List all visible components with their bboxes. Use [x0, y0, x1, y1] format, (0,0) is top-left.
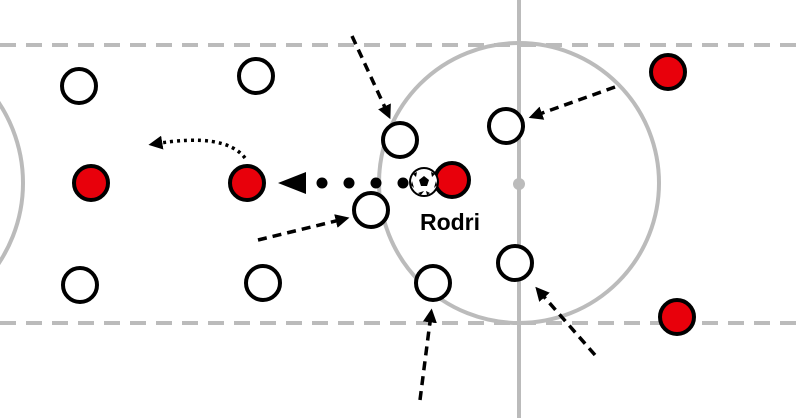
pass-dot [370, 177, 382, 189]
box-arc [0, 101, 25, 265]
player [237, 57, 275, 95]
movement-arrows [148, 35, 616, 401]
white-players [60, 57, 534, 304]
player [72, 164, 110, 202]
player [60, 67, 98, 105]
player [487, 107, 525, 145]
pass-arrowhead [278, 172, 306, 194]
ball [409, 167, 439, 197]
run-arrow [148, 135, 247, 160]
red-players [72, 53, 696, 336]
player [649, 53, 687, 91]
player [433, 161, 471, 199]
player-label: Rodri [420, 209, 480, 235]
player [496, 244, 534, 282]
player [381, 121, 419, 159]
player [61, 266, 99, 304]
player [244, 264, 282, 302]
player [228, 164, 266, 202]
player [352, 191, 390, 229]
pass-dot [397, 177, 409, 189]
player [658, 298, 696, 336]
pass-dot [343, 177, 355, 189]
pass-dot [316, 177, 328, 189]
pass-arrow [278, 172, 409, 194]
center-spot [513, 178, 525, 190]
player [414, 264, 452, 302]
